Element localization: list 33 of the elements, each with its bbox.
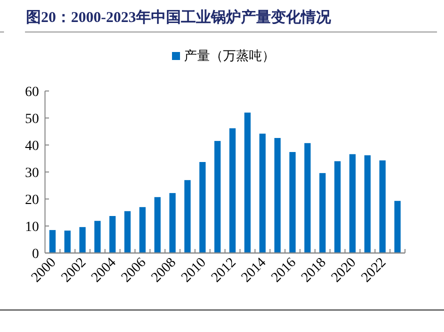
y-tick-label: 60 (25, 85, 39, 100)
bar (364, 155, 371, 253)
bar (94, 220, 101, 253)
y-tick-label: 50 (25, 112, 39, 127)
bar (154, 197, 161, 253)
legend-label: 产量（万蒸吨） (184, 48, 275, 63)
bar (244, 112, 251, 253)
bar (214, 140, 221, 253)
bar (229, 128, 236, 253)
y-tick-label: 10 (25, 220, 39, 235)
bar (49, 230, 56, 253)
bar (139, 207, 146, 253)
bar (304, 143, 311, 253)
bar (184, 180, 191, 253)
bar (274, 138, 281, 253)
bar (169, 193, 176, 253)
bar (109, 216, 116, 253)
bar (394, 200, 401, 253)
y-tick-label: 20 (25, 193, 39, 208)
y-tick-label: 30 (25, 166, 39, 181)
bar (319, 173, 326, 253)
bar (259, 134, 266, 253)
bar (349, 154, 356, 253)
bar (64, 230, 71, 253)
bar (379, 160, 386, 253)
chart-title: 图20：2000-2023年中国工业锅炉产量变化情况 (26, 8, 332, 26)
bar (199, 162, 206, 253)
y-tick-label: 0 (32, 247, 39, 262)
bar (79, 227, 86, 253)
bar (124, 211, 131, 253)
bar (334, 161, 341, 253)
y-tick-label: 40 (25, 139, 39, 154)
bar (289, 152, 296, 253)
